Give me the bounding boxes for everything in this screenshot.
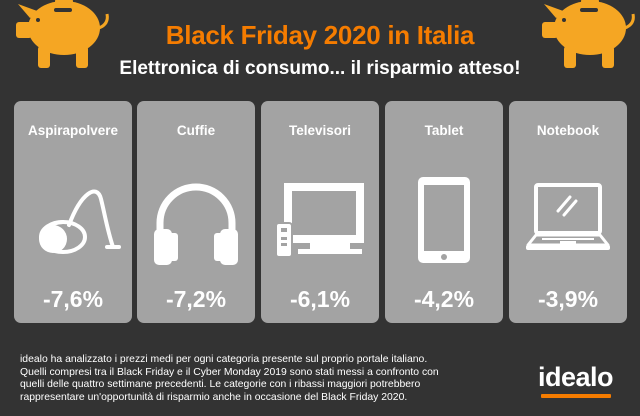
footer-line: idealo ha analizzato i prezzi medi per o…	[20, 354, 428, 365]
footer-line: quelli delle quattro settimane precedent…	[20, 379, 421, 391]
footer-line: Quelli compresi tra il Black Friday e il…	[20, 366, 439, 378]
discount-value: -7,2%	[165, 286, 227, 312]
category-card: Televisori -6,1%	[261, 101, 379, 323]
footer-line: rappresentare un'opportunità di risparmi…	[20, 391, 408, 403]
category-card: Tablet -4,2%	[385, 101, 503, 323]
discount-value: -3,9%	[537, 286, 599, 312]
headphones-icon	[154, 183, 238, 265]
page-subtitle: Elettronica di consumo... il risparmio a…	[119, 58, 521, 79]
footer-description: idealo ha analizzato i prezzi medi per o…	[20, 354, 460, 404]
discount-value: -6,1%	[289, 286, 351, 312]
logo-underline	[541, 394, 611, 398]
tablet-icon	[418, 177, 470, 263]
category-label: Aspirapolvere	[27, 123, 119, 138]
category-card: Cuffie -7,2%	[137, 101, 255, 323]
category-label: Notebook	[536, 123, 600, 138]
television-icon	[275, 183, 364, 258]
piggy-bank-icon	[542, 0, 635, 68]
category-label: Cuffie	[176, 123, 216, 138]
discount-value: -7,6%	[42, 286, 104, 312]
category-card: Notebook -3,9%	[509, 101, 627, 323]
category-card: Aspirapolvere -7,6%	[14, 101, 132, 323]
idealo-logo: idealo	[538, 362, 614, 392]
category-label: Tablet	[424, 123, 464, 138]
vacuum-cleaner-icon	[39, 189, 121, 254]
category-label: Televisori	[288, 123, 352, 138]
page-title: Black Friday 2020 in Italia	[165, 20, 475, 50]
notebook-icon	[526, 183, 610, 250]
piggy-bank-icon	[16, 0, 109, 68]
discount-value: -4,2%	[413, 286, 475, 312]
